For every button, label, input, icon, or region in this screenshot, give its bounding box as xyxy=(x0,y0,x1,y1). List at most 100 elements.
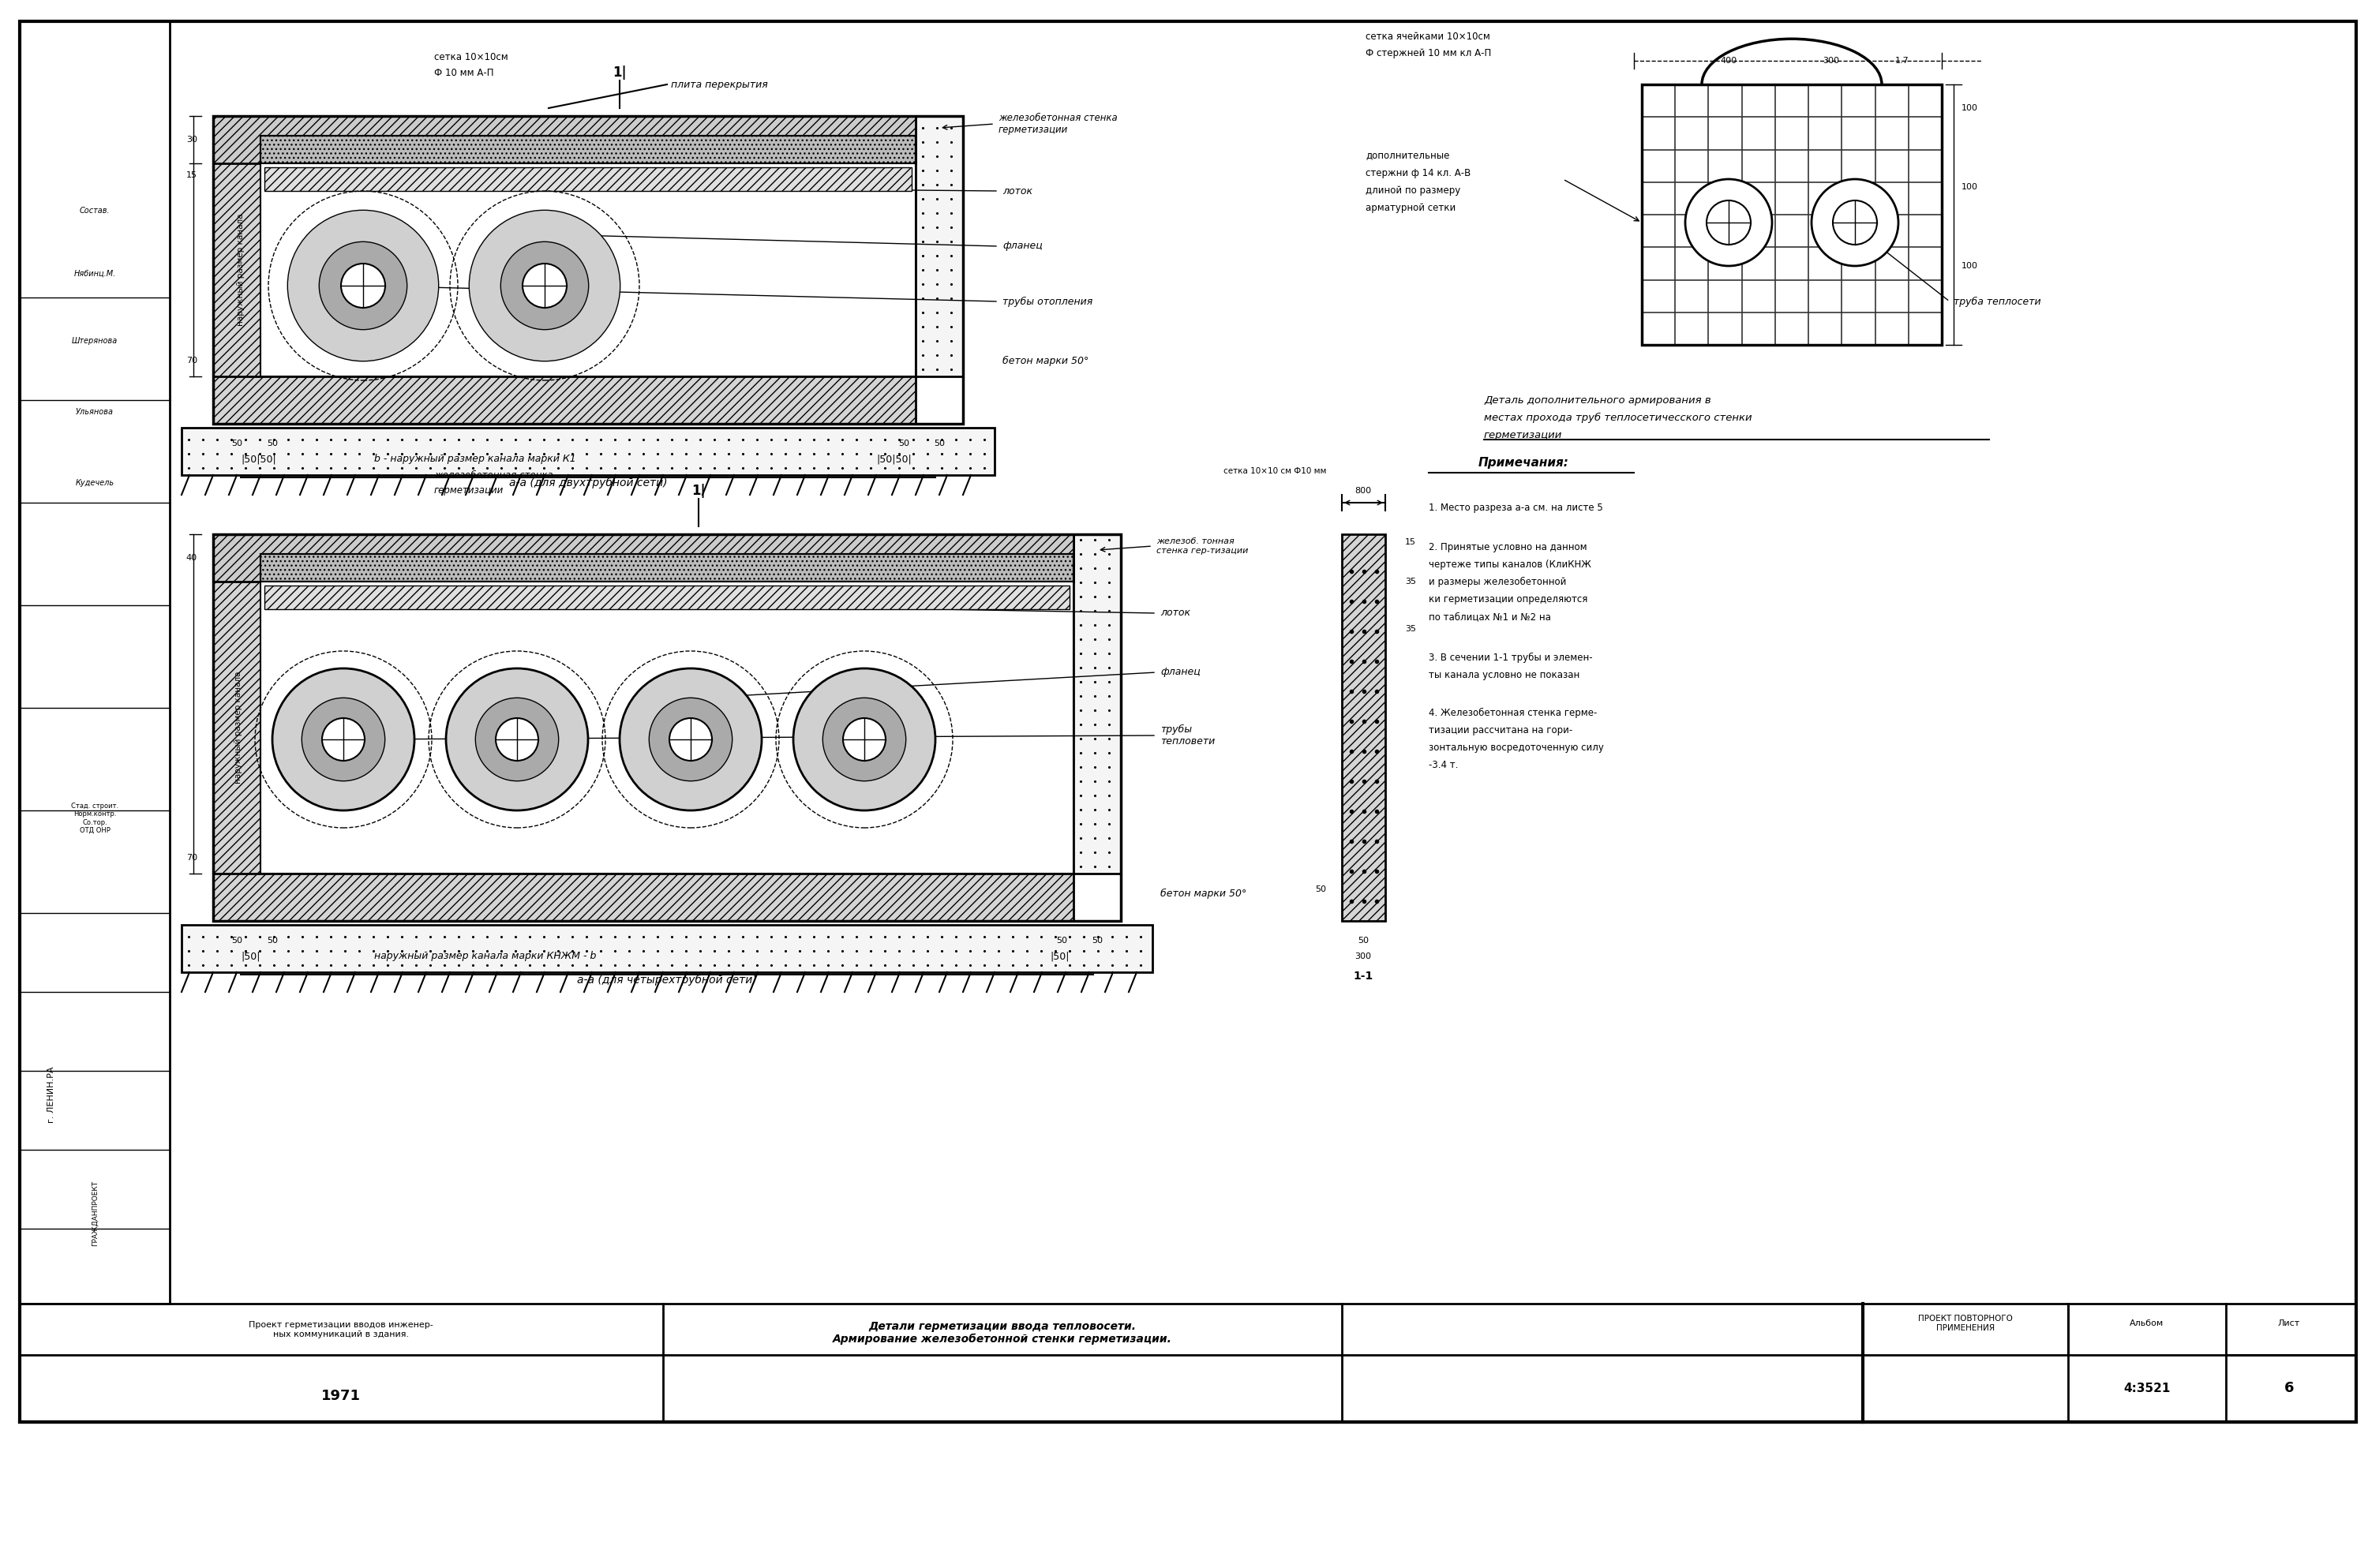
Bar xyxy=(265,585,1070,610)
Text: 40: 40 xyxy=(187,554,197,561)
Bar xyxy=(19,22,170,1303)
Text: Состав.: Состав. xyxy=(81,207,109,215)
Text: Штерянова: Штерянова xyxy=(71,337,118,345)
Text: 100: 100 xyxy=(1961,262,1977,270)
Text: а-а (для четырёхтрубной сети): а-а (для четырёхтрубной сети) xyxy=(578,975,758,986)
Text: а-а (для двухтрубной сети): а-а (для двухтрубной сети) xyxy=(509,477,668,489)
Text: ки герметизации определяются: ки герметизации определяются xyxy=(1428,594,1587,605)
Text: тизации рассчитана на гори-: тизации рассчитана на гори- xyxy=(1428,726,1572,735)
Text: герметизации: герметизации xyxy=(1485,430,1563,441)
Text: 400: 400 xyxy=(1719,56,1738,64)
Circle shape xyxy=(843,718,886,760)
Bar xyxy=(1073,535,1120,873)
Circle shape xyxy=(322,718,365,760)
Text: 50: 50 xyxy=(1357,936,1369,944)
Circle shape xyxy=(303,698,384,781)
Text: 1971: 1971 xyxy=(322,1389,360,1403)
Text: сетка 10×10см: сетка 10×10см xyxy=(433,52,509,63)
Bar xyxy=(213,535,260,920)
Circle shape xyxy=(320,243,407,329)
Text: бетон марки 50°: бетон марки 50° xyxy=(1002,356,1089,365)
Text: 50: 50 xyxy=(232,936,242,944)
Circle shape xyxy=(670,718,713,760)
Text: трубы отопления: трубы отопления xyxy=(1002,296,1092,307)
Text: |50|50|: |50|50| xyxy=(242,455,277,464)
Circle shape xyxy=(495,718,538,760)
Text: Детали герметизации ввода тепловосети.
Армирование железобетонной стенки гермети: Детали герметизации ввода тепловосети. А… xyxy=(834,1320,1172,1345)
Text: 1. Место разреза а-а см. на листе 5: 1. Место разреза а-а см. на листе 5 xyxy=(1428,503,1603,513)
Bar xyxy=(1343,535,1385,920)
Text: сетка ячейками 10×10см: сетка ячейками 10×10см xyxy=(1366,31,1489,42)
Bar xyxy=(182,428,995,475)
Bar xyxy=(916,116,964,376)
Text: 50: 50 xyxy=(1092,936,1103,944)
Text: чертеже типы каналов (КлиКНЖ: чертеже типы каналов (КлиКНЖ xyxy=(1428,560,1591,569)
Text: 15: 15 xyxy=(187,171,197,179)
Text: 3. В сечении 1-1 трубы и элемен-: 3. В сечении 1-1 трубы и элемен- xyxy=(1428,652,1594,663)
Circle shape xyxy=(824,698,905,781)
Bar xyxy=(1641,85,1942,345)
Circle shape xyxy=(476,698,559,781)
Circle shape xyxy=(843,718,886,760)
Circle shape xyxy=(670,718,713,760)
Bar xyxy=(260,554,1073,582)
Text: плита перекрытия: плита перекрытия xyxy=(670,80,767,89)
Text: Деталь дополнительного армирования в: Деталь дополнительного армирования в xyxy=(1485,395,1712,405)
Text: 50: 50 xyxy=(933,439,945,447)
Text: 50: 50 xyxy=(1056,936,1068,944)
Text: |50|: |50| xyxy=(242,952,260,961)
Text: железобетонная стенка: железобетонная стенка xyxy=(433,470,554,480)
Text: Ульянова: Ульянова xyxy=(76,408,114,416)
Bar xyxy=(1641,85,1942,345)
Text: ты канала условно не показан: ты канала условно не показан xyxy=(1428,670,1579,681)
Text: 30: 30 xyxy=(187,136,197,144)
Text: арматурной сетки: арматурной сетки xyxy=(1366,202,1456,213)
Text: Ф 10 мм А-П: Ф 10 мм А-П xyxy=(433,67,493,78)
Text: трубы
тепловети: трубы тепловети xyxy=(1160,724,1215,746)
Circle shape xyxy=(502,243,587,329)
Text: лоток: лоток xyxy=(1160,608,1191,618)
Text: 15: 15 xyxy=(1404,538,1416,546)
Text: Проект герметизации вводов инженер-
ных коммуникаций в здания.: Проект герметизации вводов инженер- ных … xyxy=(249,1322,433,1338)
Circle shape xyxy=(469,210,620,361)
Text: 1-1: 1-1 xyxy=(1352,971,1373,982)
Circle shape xyxy=(469,210,620,361)
Circle shape xyxy=(502,243,587,329)
Text: 6: 6 xyxy=(2285,1381,2295,1396)
Text: сетка 10×10 см Ф10 мм: сетка 10×10 см Ф10 мм xyxy=(1224,467,1326,475)
Text: Кудечель: Кудечель xyxy=(76,478,114,488)
Bar xyxy=(916,116,964,376)
Text: Нябинц.М.: Нябинц.М. xyxy=(73,270,116,278)
Circle shape xyxy=(523,263,566,307)
Circle shape xyxy=(620,668,762,811)
Text: b - наружный размер канала марки К1: b - наружный размер канала марки К1 xyxy=(372,455,575,464)
Circle shape xyxy=(649,698,732,781)
Text: Альбом: Альбом xyxy=(2129,1319,2164,1328)
Text: 1|: 1| xyxy=(691,485,706,499)
Text: и размеры железобетонной: и размеры железобетонной xyxy=(1428,577,1565,586)
Circle shape xyxy=(649,698,732,781)
Circle shape xyxy=(1686,179,1771,267)
Text: фланец: фланец xyxy=(1002,241,1042,251)
Text: фланец: фланец xyxy=(1160,668,1201,677)
Text: 1|: 1| xyxy=(613,66,628,80)
Text: Лист: Лист xyxy=(2278,1319,2299,1328)
Circle shape xyxy=(495,718,538,760)
Circle shape xyxy=(320,243,407,329)
Text: 50: 50 xyxy=(268,439,277,447)
Bar xyxy=(1073,535,1120,873)
Text: 35: 35 xyxy=(1404,626,1416,633)
Circle shape xyxy=(341,263,386,307)
Bar xyxy=(182,925,1153,972)
Circle shape xyxy=(1833,201,1878,245)
Circle shape xyxy=(341,263,386,307)
Text: железоб. тонная
стенка гер-тизации: железоб. тонная стенка гер-тизации xyxy=(1156,538,1248,555)
Bar xyxy=(213,535,1073,582)
Text: 50: 50 xyxy=(232,439,242,447)
Bar xyxy=(260,136,916,163)
Bar xyxy=(213,116,964,423)
Text: Примечания:: Примечания: xyxy=(1478,458,1568,469)
Text: 50: 50 xyxy=(1314,886,1326,894)
Text: местах прохода труб теплосетичесского стенки: местах прохода труб теплосетичесского ст… xyxy=(1485,412,1752,423)
Text: 4. Железобетонная стенка герме-: 4. Железобетонная стенка герме- xyxy=(1428,707,1596,718)
